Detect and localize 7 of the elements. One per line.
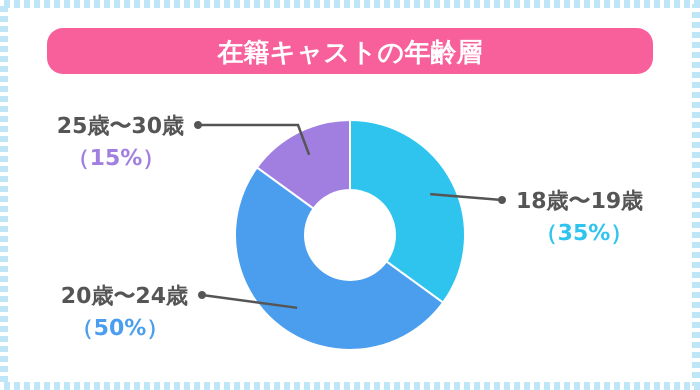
data-label: （50%） — [72, 316, 168, 341]
slice-label: 18歳〜19歳 — [516, 189, 644, 214]
data-label: （35%） — [536, 221, 632, 246]
slice-label: 25歳〜30歳 — [56, 114, 184, 139]
chart-title: 在籍キャストの年齢層 — [216, 38, 482, 68]
data-label: （15%） — [68, 146, 164, 171]
slice-label: 20歳〜24歳 — [60, 284, 188, 309]
